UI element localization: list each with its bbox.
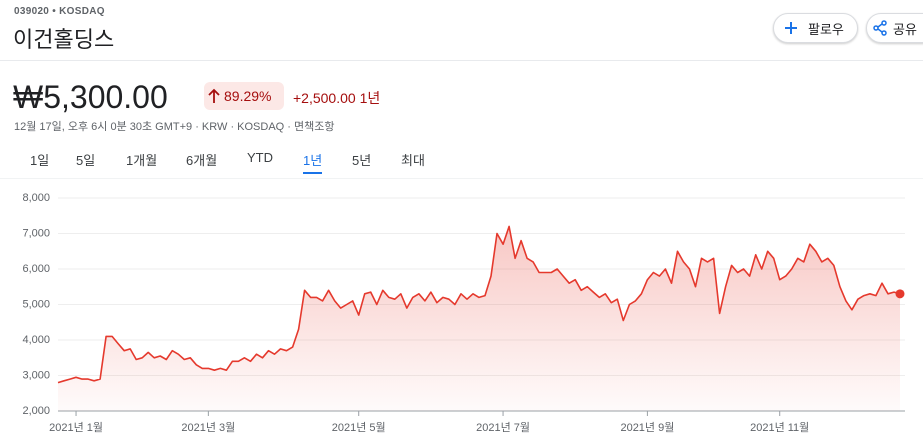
change-line: +2,500.00 1년	[293, 88, 380, 108]
share-icon	[873, 20, 887, 36]
x-tick-label: 2021년 5월	[332, 421, 386, 434]
x-tick-label: 2021년 3월	[181, 421, 235, 434]
ticker: 039020 • KOSDAQ	[14, 6, 105, 17]
x-tick-label: 2021년 7월	[476, 421, 530, 434]
y-tick-label: 8,000	[22, 192, 50, 204]
range-tab[interactable]: 1개월	[126, 153, 158, 168]
y-tick-label: 2,000	[22, 405, 50, 417]
chart: 2,000 3,000 4,000 5,000 6,000 7,000 8,000 2021년…	[22, 192, 905, 434]
change: +2,500.00	[293, 90, 356, 106]
x-tick-label: 2021년 9월	[620, 421, 674, 434]
plus-icon	[785, 22, 797, 34]
change-badge: 89.29%	[204, 82, 284, 110]
range-tab[interactable]: 1년	[303, 150, 323, 174]
price: ₩5,300.00	[13, 79, 168, 115]
x-tick-label: 2021년 1월	[49, 421, 103, 434]
area	[58, 226, 900, 411]
range-tab[interactable]: 5일	[76, 153, 96, 168]
range-tab[interactable]: 1일	[30, 153, 50, 168]
share-button[interactable]: 공유	[866, 13, 923, 43]
y-tick-label: 3,000	[22, 369, 50, 381]
up-arrow	[208, 88, 220, 103]
company-name: 이건홀딩스	[13, 27, 115, 52]
follow-button[interactable]: 팔로우	[773, 13, 858, 43]
follow-label: 팔로우	[808, 21, 844, 37]
change-percent: 89.29%	[224, 88, 272, 104]
range-tab[interactable]: YTD	[247, 150, 273, 165]
range-tab[interactable]: 6개월	[186, 153, 218, 168]
range-tab[interactable]: 5년	[352, 153, 372, 168]
y-tick-label: 5,000	[22, 298, 50, 310]
tab-divider	[0, 178, 923, 179]
divider	[0, 60, 923, 61]
change-period: 1년	[359, 90, 381, 106]
y-tick-label: 6,000	[22, 263, 50, 275]
range-tab[interactable]: 최대	[401, 153, 425, 168]
price-line	[57, 225, 901, 384]
last-point	[895, 289, 905, 299]
x-tick-label: 2021년 11월	[750, 421, 809, 434]
timestamp: 12월 17일, 오후 6시 0분 30초 GMT+9 · KRW · KOSD…	[14, 121, 335, 133]
share-label: 공유	[893, 21, 917, 37]
y-tick-label: 7,000	[22, 227, 50, 239]
y-tick-label: 4,000	[22, 334, 50, 346]
